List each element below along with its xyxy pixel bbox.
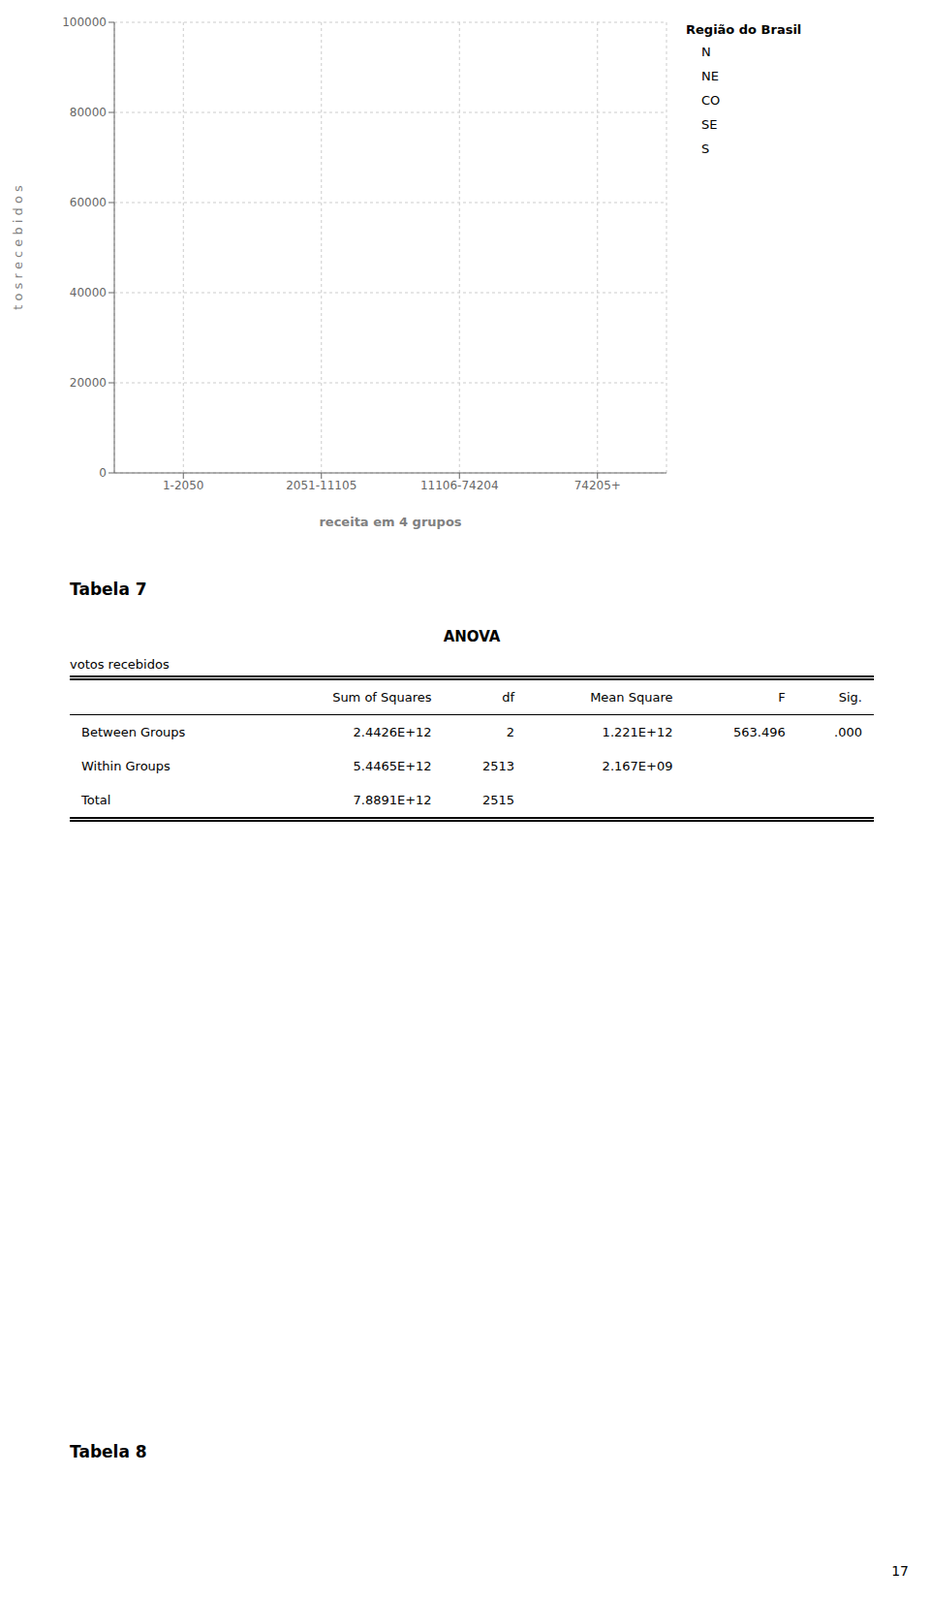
html-text:F: F bbox=[778, 689, 786, 705]
html-text:1.221E+12: 1.221E+12 bbox=[602, 724, 673, 740]
html-text:ANOVA: ANOVA bbox=[443, 627, 501, 646]
html-text:Sum of Squares: Sum of Squares bbox=[332, 689, 432, 705]
svg-text:40000: 40000 bbox=[69, 285, 107, 300]
html-text:N: N bbox=[701, 44, 711, 60]
svg-text:60000: 60000 bbox=[69, 195, 107, 210]
svg-text:0: 0 bbox=[98, 465, 107, 480]
html-text:votos recebidos: votos recebidos bbox=[69, 656, 170, 672]
svg-text:80000: 80000 bbox=[69, 105, 107, 120]
html-text:df: df bbox=[502, 689, 515, 705]
html-text:2515: 2515 bbox=[482, 792, 515, 807]
html-text:Between Groups: Between Groups bbox=[81, 724, 186, 740]
html-text:Within Groups: Within Groups bbox=[81, 758, 171, 774]
svg-text:1-2050: 1-2050 bbox=[162, 478, 205, 493]
svg-text:receita em 4 grupos: receita em 4 grupos bbox=[318, 514, 462, 529]
svg-text:t o s r e c e b i d o s: t o s r e c e b i d o s bbox=[10, 185, 26, 310]
html-text:Tabela 7: Tabela 7 bbox=[69, 579, 147, 599]
html-text:2.167E+09: 2.167E+09 bbox=[602, 758, 673, 774]
html-text:2: 2 bbox=[506, 724, 515, 740]
svg-text:74205+: 74205+ bbox=[574, 478, 621, 493]
html-text:Total: Total bbox=[81, 792, 111, 807]
html-text:5.4465E+12: 5.4465E+12 bbox=[353, 758, 432, 774]
html-text:Sig.: Sig. bbox=[838, 689, 863, 705]
html-text:Mean Square: Mean Square bbox=[590, 689, 673, 705]
html-text:NE: NE bbox=[701, 68, 719, 84]
html-text:.000: .000 bbox=[834, 724, 863, 740]
html-text:S: S bbox=[701, 141, 710, 156]
html-text:Tabela 8: Tabela 8 bbox=[69, 1441, 147, 1461]
html-text:2.4426E+12: 2.4426E+12 bbox=[353, 724, 432, 740]
svg-text:2051-11105: 2051-11105 bbox=[285, 478, 357, 493]
html-text:SE: SE bbox=[701, 117, 718, 132]
html-text:7.8891E+12: 7.8891E+12 bbox=[353, 792, 432, 807]
html-text:17: 17 bbox=[891, 1562, 909, 1579]
html-text:2513: 2513 bbox=[482, 758, 515, 774]
html-text:CO: CO bbox=[701, 93, 721, 108]
html-text:Região do Brasil: Região do Brasil bbox=[685, 22, 802, 37]
svg-text:100000: 100000 bbox=[62, 15, 107, 30]
svg-text:11106-74204: 11106-74204 bbox=[420, 478, 499, 493]
svg-text:20000: 20000 bbox=[69, 375, 107, 390]
html-text:563.496: 563.496 bbox=[733, 724, 786, 740]
